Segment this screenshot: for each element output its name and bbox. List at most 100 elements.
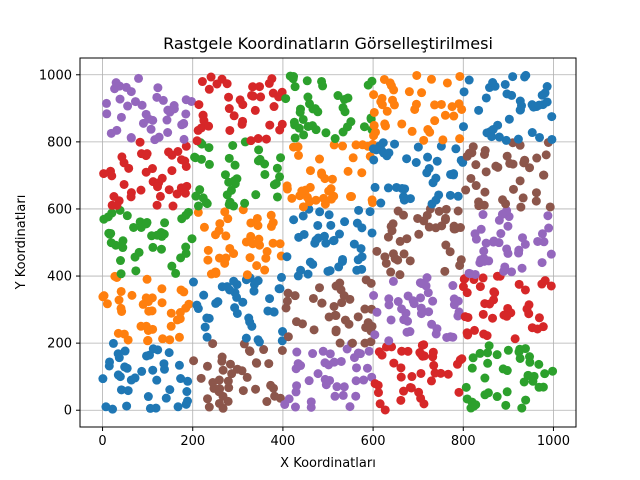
scatter-point [202, 361, 212, 371]
x-tick-label: 0 [98, 434, 106, 449]
scatter-point [99, 169, 109, 179]
scatter-point [222, 79, 232, 89]
scatter-point [519, 377, 529, 387]
scatter-point [196, 123, 206, 133]
scatter-point [311, 195, 321, 205]
x-tick-label: 200 [180, 434, 205, 449]
scatter-point [353, 312, 363, 322]
scatter-point [502, 366, 512, 376]
scatter-point [362, 363, 372, 373]
scatter-point [480, 373, 490, 383]
scatter-point [397, 346, 407, 356]
scatter-point [126, 87, 136, 97]
scatter-point [440, 266, 450, 276]
scatter-point [320, 374, 330, 384]
scatter-point [113, 349, 123, 359]
scatter-point [250, 105, 260, 115]
scatter-point [383, 232, 393, 242]
scatter-point [397, 119, 407, 129]
scatter-point [360, 304, 370, 314]
scatter-point [305, 182, 315, 192]
scatter-point [403, 291, 413, 301]
scatter-point [428, 178, 438, 188]
scatter-point [106, 238, 116, 248]
scatter-point [356, 244, 366, 254]
scatter-point [181, 210, 191, 220]
scatter-point [321, 238, 331, 248]
scatter-point [116, 256, 125, 266]
scatter-point [330, 134, 340, 144]
scatter-point [419, 216, 429, 226]
scatter-point [248, 82, 258, 92]
scatter-point [111, 78, 121, 88]
x-tick-label: 400 [270, 434, 295, 449]
scatter-point [254, 145, 264, 155]
scatter-point [241, 333, 251, 343]
scatter-point [478, 210, 488, 220]
scatter-point [331, 311, 341, 321]
scatter-point [471, 160, 481, 170]
scatter-point [141, 151, 151, 161]
scatter-point [290, 291, 300, 301]
scatter-point [449, 224, 459, 234]
scatter-point [318, 346, 328, 356]
scatter-point [481, 93, 491, 103]
scatter-point [471, 181, 481, 191]
scatter-point [485, 299, 495, 309]
scatter-point [264, 359, 274, 369]
scatter-point [483, 348, 493, 358]
scatter-point [332, 382, 342, 392]
scatter-point [325, 266, 335, 276]
scatter-point [334, 262, 344, 272]
scatter-point [136, 321, 146, 331]
scatter-point [395, 270, 405, 280]
scatter-point [303, 92, 313, 102]
scatter-point [535, 132, 545, 142]
scatter-point [532, 153, 542, 163]
y-tick-label: 600 [47, 202, 72, 217]
scatter-point [340, 107, 350, 117]
scatter-point [169, 104, 179, 114]
scatter-point [476, 224, 486, 234]
scatter-point [313, 220, 323, 230]
scatter-point [313, 369, 323, 379]
scatter-point [480, 146, 490, 156]
scatter-point [457, 354, 467, 364]
scatter-point [464, 75, 474, 85]
scatter-point [317, 298, 327, 308]
scatter-point [156, 228, 166, 238]
scatter-point [215, 384, 225, 394]
scatter-point [492, 350, 502, 360]
scatter-point [540, 369, 550, 379]
scatter-point [455, 260, 465, 270]
scatter-point [399, 192, 409, 202]
scatter-point [352, 363, 361, 373]
scatter-point [245, 317, 255, 327]
scatter-point [430, 116, 440, 126]
scatter-point [123, 101, 133, 111]
scatter-point [354, 205, 364, 215]
scatter-point [148, 344, 158, 354]
scatter-point [120, 346, 130, 356]
scatter-point [168, 201, 178, 211]
scatter-point [415, 278, 425, 288]
scatter-point [490, 288, 500, 298]
scatter-point [461, 185, 471, 195]
scatter-point [290, 82, 300, 92]
scatter-point [245, 346, 255, 356]
scatter-point [370, 182, 380, 192]
scatter-point [224, 383, 234, 393]
scatter-point [136, 185, 146, 195]
scatter-point [230, 160, 240, 170]
scatter-point [492, 392, 502, 402]
scatter-point [298, 114, 308, 124]
scatter-point [112, 125, 122, 135]
scatter-point [510, 334, 520, 344]
scatter-point [157, 284, 167, 294]
scatter-point [174, 332, 184, 342]
scatter-point [407, 126, 417, 136]
scatter-point [164, 185, 174, 195]
scatter-point [488, 313, 498, 323]
scatter-point [371, 145, 381, 155]
scatter-point [327, 174, 337, 184]
